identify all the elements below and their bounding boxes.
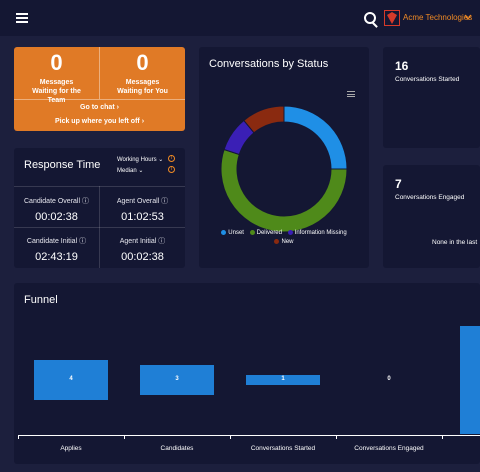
team-label: Messages Waiting for the Team (32, 79, 81, 104)
engaged-label: Conversations Engaged (395, 194, 465, 201)
funnel-title: Funnel (24, 294, 58, 306)
axis-tick (336, 435, 337, 439)
legend-label: Unset (228, 230, 244, 237)
legend-dot (221, 230, 227, 235)
slice-unset[interactable] (283, 105, 348, 170)
divider (99, 47, 100, 99)
category-label: Candidates (160, 445, 194, 452)
legend-label: New (281, 239, 294, 246)
agent-overall: Agent Overall ⓘ 01:02:53 (100, 196, 185, 223)
bar-value-label: 4 (69, 376, 73, 382)
cell-label: Agent Overall ⓘ (116, 198, 169, 205)
bar-value-label: 3 (175, 376, 179, 382)
axis-tick (230, 435, 231, 439)
funnel-bar[interactable] (140, 365, 214, 395)
cell-value: 02:43:19 (35, 251, 78, 263)
cell-value: 00:02:38 (121, 251, 164, 263)
x-axis (18, 435, 480, 436)
category-label: Conversations Started (250, 445, 316, 452)
hamburger-icon[interactable] (16, 13, 28, 23)
started-value: 16 (395, 59, 409, 73)
legend: Unset Delivered Information Missing (199, 230, 369, 236)
cell-label: Candidate Initial ⓘ (26, 238, 87, 245)
conversations-engaged-card: 7 Conversations Engaged None in the last (383, 165, 480, 268)
divider (14, 227, 185, 228)
donut-chart (220, 105, 348, 233)
category-label: Applies (60, 445, 82, 452)
top-bar: Acme Technologies (0, 0, 480, 36)
category-label: Conversations Engaged (354, 445, 424, 452)
agent-initial: Agent Initial ⓘ 00:02:38 (100, 236, 185, 263)
cell-value: 01:02:53 (121, 211, 164, 223)
divider (14, 186, 185, 187)
messages-card: 0 Messages Waiting for the Team 0 Messag… (14, 47, 185, 131)
info-icon[interactable]: i (168, 155, 175, 162)
funnel-bar[interactable] (460, 326, 480, 434)
conversations-status-card: Conversations by Status Unset Delivered … (199, 47, 369, 268)
candidate-initial: Candidate Initial ⓘ 02:43:19 (14, 236, 99, 263)
response-time-card: Response Time Working Hours ⌄ i Median ⌄… (14, 148, 185, 268)
slice-delivered[interactable] (220, 148, 348, 233)
cell-label: Candidate Overall ⓘ (24, 198, 89, 205)
chart-title: Conversations by Status (209, 58, 329, 70)
axis-tick (442, 435, 443, 439)
response-time-title: Response Time (24, 159, 101, 171)
candidate-overall: Candidate Overall ⓘ 00:02:38 (14, 196, 99, 223)
brand-logo[interactable] (384, 10, 400, 26)
team-messages[interactable]: 0 Messages Waiting for the Team (14, 47, 99, 105)
none-text: None in the last (432, 239, 478, 246)
cell-label: Agent Initial ⓘ (119, 238, 166, 245)
legend-label: Information Missing (294, 230, 347, 237)
median-select[interactable]: Median ⌄ (117, 168, 144, 174)
funnel-bar[interactable] (34, 360, 108, 400)
chevron-down-icon[interactable] (464, 13, 472, 21)
started-label: Conversations Started (395, 76, 460, 83)
brand-name[interactable]: Acme Technologies (403, 13, 473, 22)
legend-dot (249, 230, 255, 235)
conversations-started-card: 16 Conversations Started (383, 47, 480, 148)
axis-tick (18, 435, 19, 439)
divider (99, 186, 100, 268)
legend-item-unset[interactable]: Unset (221, 230, 244, 236)
search-icon[interactable] (364, 12, 376, 24)
working-hours-select[interactable]: Working Hours ⌄ (117, 157, 164, 163)
cell-value: 00:02:38 (35, 211, 78, 223)
you-count: 0 (136, 50, 149, 75)
info-icon[interactable]: i (168, 166, 175, 173)
axis-tick (124, 435, 125, 439)
you-label: Messages Waiting for You (117, 79, 168, 95)
divider (14, 99, 185, 100)
funnel-card: Funnel 4 Applies 3 Candidates 1 Conversations… (14, 283, 480, 464)
legend-label: Delivered (256, 230, 282, 237)
chart-menu-icon[interactable] (347, 91, 355, 97)
bar-value-label: 1 (281, 376, 285, 382)
legend-item-new[interactable]: New (274, 239, 294, 246)
bar-value-label: 0 (387, 376, 391, 382)
legend-item-delivered[interactable]: Delivered (249, 230, 282, 237)
legend-item-information-missing[interactable]: Information Missing (287, 230, 347, 237)
legend: New (199, 239, 369, 245)
pick-up-link[interactable]: Pick up where you left off › (54, 118, 145, 125)
your-messages[interactable]: 0 Messages Waiting for You (100, 47, 185, 99)
legend-dot (287, 230, 293, 235)
funnel-bar[interactable] (246, 375, 320, 385)
slice-new[interactable] (243, 105, 285, 134)
legend-dot (274, 239, 280, 244)
engaged-value: 7 (395, 177, 402, 191)
go-to-chat-link[interactable]: Go to chat › (80, 104, 119, 111)
team-count: 0 (50, 50, 63, 75)
